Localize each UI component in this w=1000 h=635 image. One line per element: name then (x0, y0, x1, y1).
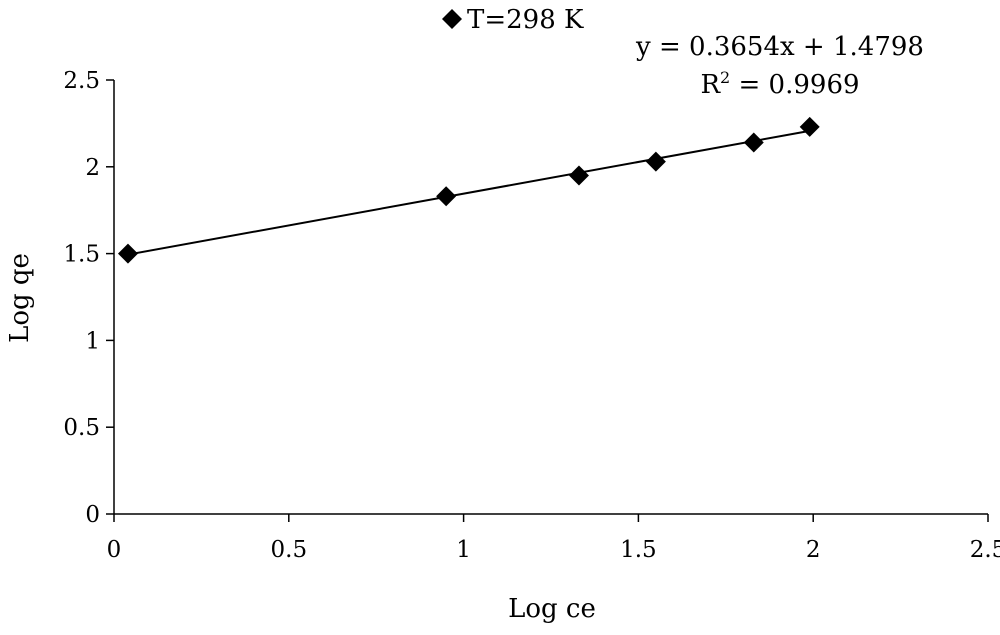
x-tick-label: 0 (107, 537, 122, 563)
r-squared-label: R2 = 0.9969 (700, 68, 859, 100)
data-point (568, 165, 589, 186)
r-squared-superscript: 2 (720, 68, 730, 87)
data-point (645, 151, 666, 172)
r-squared-prefix: R (700, 70, 721, 100)
x-tick-label: 0.5 (271, 537, 308, 563)
data-point (436, 186, 457, 207)
trendline (127, 129, 810, 256)
y-tick-label: 0 (85, 502, 100, 528)
x-tick-label: 2.5 (970, 537, 1000, 563)
data-point (799, 116, 820, 137)
y-tick-label: 1 (85, 328, 100, 354)
y-tick-label: 2.5 (63, 68, 100, 94)
trendline-annotation: y = 0.3654x + 1.4798 R2 = 0.9969 (635, 32, 924, 100)
r-squared-value: = 0.9969 (730, 70, 859, 100)
legend: T=298 K (442, 5, 584, 35)
y-axis-title: Log qe (5, 253, 35, 343)
data-point (743, 132, 764, 153)
y-tick-label: 2 (85, 155, 100, 181)
trendline-group (127, 129, 810, 256)
trendline-equation: y = 0.3654x + 1.4798 (635, 32, 924, 62)
legend-label: T=298 K (467, 5, 584, 35)
legend-marker-diamond (442, 9, 462, 29)
x-axis-title: Log ce (508, 594, 596, 624)
data-point (117, 243, 138, 264)
x-tick-label: 1.5 (620, 537, 657, 563)
axes: 0 0.5 1 1.5 2 2.5 0 0.5 1 1.5 2 2.5 (63, 68, 1000, 563)
data-points (117, 116, 820, 264)
x-tick-label: 2 (806, 537, 821, 563)
y-tick-label: 1.5 (63, 242, 100, 268)
x-tick-label: 1 (456, 537, 471, 563)
y-tick-label: 0.5 (63, 415, 100, 441)
